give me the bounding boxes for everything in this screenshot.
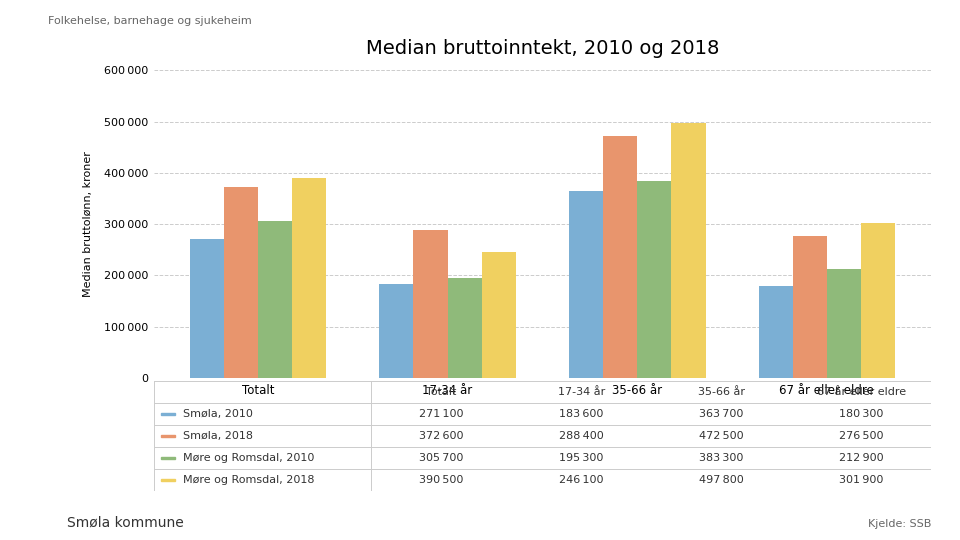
Title: Median bruttoinntekt, 2010 og 2018: Median bruttoinntekt, 2010 og 2018 — [366, 38, 719, 58]
Text: 67 år eller eldre: 67 år eller eldre — [817, 387, 906, 397]
Y-axis label: Median bruttolønn, kroner: Median bruttolønn, kroner — [84, 151, 93, 297]
Bar — [161, 413, 176, 415]
Text: 35-66 år: 35-66 år — [698, 387, 745, 397]
Bar — [603, 136, 637, 378]
Text: 390 500: 390 500 — [420, 475, 464, 485]
Text: 372 600: 372 600 — [420, 431, 464, 441]
Bar — [414, 230, 447, 378]
Bar — [161, 480, 176, 481]
Text: 271 100: 271 100 — [420, 409, 464, 419]
Bar — [671, 123, 706, 378]
Text: 180 300: 180 300 — [839, 409, 883, 419]
Text: 497 800: 497 800 — [699, 475, 744, 485]
Bar — [482, 252, 516, 378]
Text: Smøla kommune: Smøla kommune — [67, 515, 184, 529]
Text: 288 400: 288 400 — [559, 431, 604, 441]
Bar — [793, 236, 827, 378]
Text: 276 500: 276 500 — [839, 431, 883, 441]
Bar — [161, 457, 176, 459]
Text: Smøla, 2010: Smøla, 2010 — [183, 409, 253, 419]
Text: Folkehelse, barnehage og sjukeheim: Folkehelse, barnehage og sjukeheim — [48, 16, 252, 26]
Text: 246 100: 246 100 — [559, 475, 604, 485]
Bar — [447, 278, 482, 378]
Bar — [258, 221, 292, 378]
Bar — [861, 223, 895, 378]
Bar — [224, 187, 258, 378]
Text: Kjelde: SSB: Kjelde: SSB — [868, 519, 931, 529]
Text: 212 900: 212 900 — [839, 453, 883, 463]
Text: 183 600: 183 600 — [559, 409, 604, 419]
Bar — [569, 191, 603, 378]
Bar — [190, 239, 224, 378]
Text: Smøla, 2018: Smøla, 2018 — [183, 431, 253, 441]
Bar — [637, 181, 671, 378]
Text: 17-34 år: 17-34 år — [558, 387, 605, 397]
Text: 383 300: 383 300 — [699, 453, 743, 463]
Text: Møre og Romsdal, 2018: Møre og Romsdal, 2018 — [183, 475, 315, 485]
Bar — [827, 269, 861, 378]
Text: 301 900: 301 900 — [839, 475, 883, 485]
Bar — [161, 435, 176, 437]
Text: 363 700: 363 700 — [699, 409, 743, 419]
Text: 305 700: 305 700 — [420, 453, 464, 463]
Text: Møre og Romsdal, 2010: Møre og Romsdal, 2010 — [183, 453, 315, 463]
Text: 472 500: 472 500 — [699, 431, 744, 441]
Bar — [292, 178, 326, 378]
Text: 195 300: 195 300 — [559, 453, 604, 463]
Text: Totalt: Totalt — [426, 387, 457, 397]
Bar — [758, 286, 793, 378]
Bar — [379, 284, 414, 378]
